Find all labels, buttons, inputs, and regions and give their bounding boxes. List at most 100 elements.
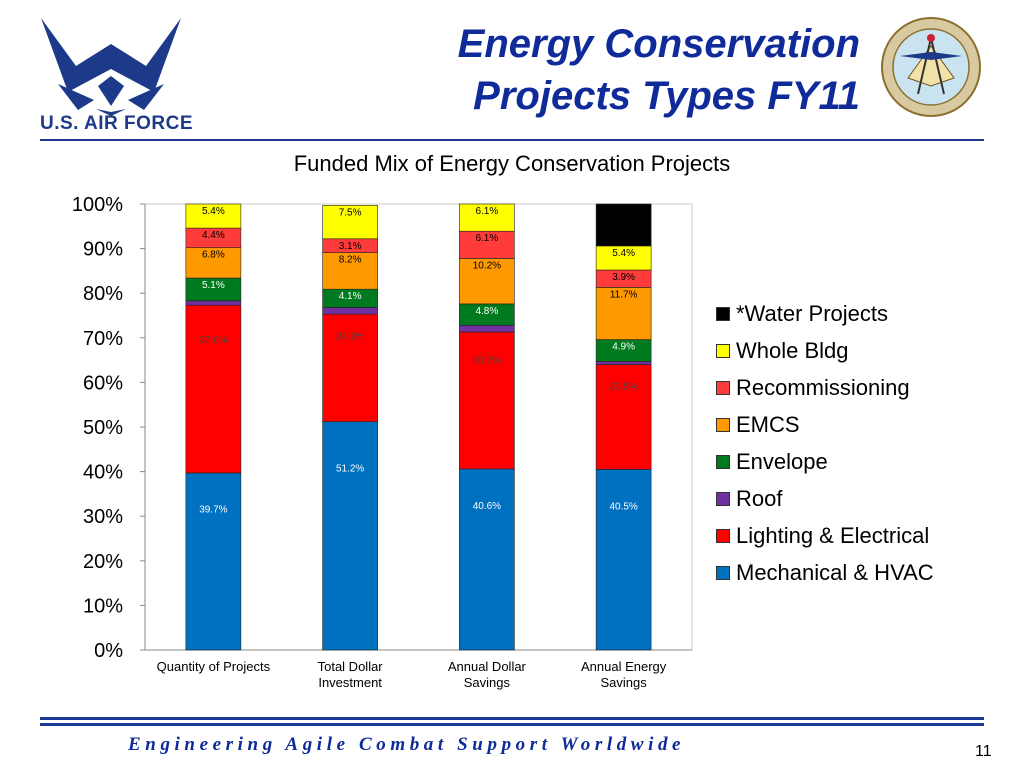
x-tick-label: Savings xyxy=(464,675,511,690)
data-label: 5.1% xyxy=(202,280,225,291)
bar-segment xyxy=(459,325,515,333)
data-label: 6.1% xyxy=(475,206,498,217)
chart-title: Funded Mix of Energy Conservation Projec… xyxy=(293,151,731,176)
legend-swatch xyxy=(716,381,730,396)
legend-swatch xyxy=(716,528,730,543)
bar-segment xyxy=(459,331,515,470)
data-label: 3.1% xyxy=(339,241,362,252)
data-label: 7.5% xyxy=(339,207,362,218)
footer-rule-1 xyxy=(40,717,984,720)
legend-item: EMCS xyxy=(716,407,934,444)
legend-item: Mechanical & HVAC xyxy=(716,554,934,591)
x-tick-label: Savings xyxy=(601,675,648,690)
data-label: 51.2% xyxy=(336,463,364,474)
footer-tagline: Engineering Agile Combat Support Worldwi… xyxy=(128,734,686,755)
page-title: Energy Conservation Projects Types FY11 xyxy=(300,18,860,122)
data-label: 11.7% xyxy=(610,289,638,300)
bar-segment xyxy=(322,307,378,315)
data-label: 23.5% xyxy=(609,382,637,393)
legend-swatch xyxy=(716,418,730,433)
bar-segment xyxy=(322,313,378,422)
y-tick-label: 40% xyxy=(83,462,123,484)
legend-label: EMCS xyxy=(736,412,800,438)
y-tick-label: 0% xyxy=(94,640,123,662)
footer-rule-2 xyxy=(40,723,984,726)
bar-segment xyxy=(595,364,652,470)
legend-item: Lighting & Electrical xyxy=(716,517,934,554)
legend-swatch xyxy=(716,307,730,322)
bar-segment xyxy=(185,304,242,474)
header-rule xyxy=(40,139,984,141)
us-air-force-logo xyxy=(41,18,181,116)
y-tick-label: 60% xyxy=(83,372,123,394)
agency-seal-icon xyxy=(881,17,981,117)
data-label: 6.8% xyxy=(202,250,225,261)
x-tick-label: Investment xyxy=(318,675,382,690)
bar-segment xyxy=(322,252,378,290)
legend-item: Whole Bldg xyxy=(716,333,934,370)
legend-label: Roof xyxy=(736,485,783,511)
y-tick-label: 20% xyxy=(83,551,123,573)
legend-label: *Water Projects xyxy=(736,301,889,327)
x-tick-label: Annual Dollar xyxy=(448,659,527,674)
legend-label: Lighting & Electrical xyxy=(736,522,930,548)
logo-left-text: U.S. AIR FORCE xyxy=(40,113,194,134)
legend-item: Roof xyxy=(716,480,934,517)
bar-segment xyxy=(459,203,515,232)
y-tick-label: 90% xyxy=(83,239,123,261)
x-tick-label: Annual Energy xyxy=(581,659,667,674)
bar-segment xyxy=(322,205,378,240)
bar-segment xyxy=(459,468,515,651)
data-label: 8.2% xyxy=(339,255,362,266)
page-title-line2: Projects Types FY11 xyxy=(473,74,860,118)
x-tick-label: Total Dollar xyxy=(318,659,384,674)
bar-segment xyxy=(595,245,652,271)
data-label: 4.1% xyxy=(339,291,362,302)
data-label: 24.1% xyxy=(336,332,364,343)
data-label: 4.9% xyxy=(612,342,635,353)
y-tick-label: 80% xyxy=(83,283,123,305)
data-label: 3.9% xyxy=(612,272,635,283)
data-label: 30.7% xyxy=(473,355,501,366)
data-label: 40.5% xyxy=(609,501,637,512)
legend-label: Mechanical & HVAC xyxy=(736,559,934,585)
x-tick-label: Quantity of Projects xyxy=(157,659,271,674)
legend-item: Envelope xyxy=(716,444,934,481)
y-tick-label: 30% xyxy=(83,506,123,528)
data-label: 5.4% xyxy=(612,248,635,259)
page-number: 11 xyxy=(975,743,992,760)
bar-segment xyxy=(595,287,652,340)
bar-segment xyxy=(459,258,515,305)
page-title-line1: Energy Conservation xyxy=(457,22,860,66)
legend-label: Whole Bldg xyxy=(736,338,849,364)
chart-legend: *Water Projects Whole Bldg Recommissioning… xyxy=(716,296,934,591)
legend-item: *Water Projects xyxy=(716,296,934,333)
y-tick-label: 100% xyxy=(72,194,123,216)
y-tick-label: 10% xyxy=(83,595,123,617)
data-label: 6.1% xyxy=(475,233,498,244)
legend-label: Recommissioning xyxy=(736,375,910,401)
bar-segment xyxy=(185,472,242,651)
data-label: 37.6% xyxy=(199,335,227,346)
bar-segment xyxy=(595,203,652,247)
data-label: 40.6% xyxy=(473,501,501,512)
legend-swatch xyxy=(716,491,730,506)
data-label: 4.8% xyxy=(475,306,498,317)
bar-segment xyxy=(185,300,242,306)
data-label: 4.4% xyxy=(202,230,225,241)
legend-label: Envelope xyxy=(736,449,828,474)
y-tick-label: 70% xyxy=(83,328,123,350)
bar-segment xyxy=(185,203,242,229)
data-label: 5.4% xyxy=(202,206,225,217)
legend-swatch xyxy=(716,344,730,359)
y-tick-label: 50% xyxy=(83,417,123,439)
legend-item: Recommissioning xyxy=(716,370,934,407)
data-label: 39.7% xyxy=(199,504,227,515)
bar-segment xyxy=(595,469,652,651)
data-label: 10.2% xyxy=(473,260,501,271)
legend-swatch xyxy=(716,455,730,469)
bar-segment xyxy=(595,361,652,365)
bar-segment xyxy=(322,421,378,651)
legend-swatch xyxy=(716,565,730,580)
